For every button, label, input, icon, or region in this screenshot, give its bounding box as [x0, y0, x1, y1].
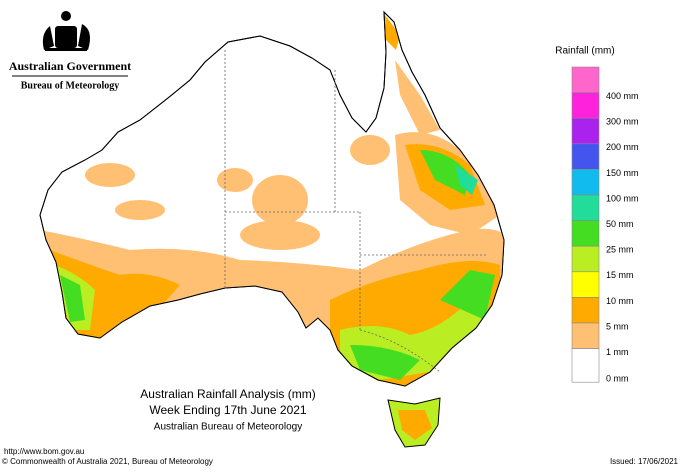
legend-swatch: [571, 194, 600, 221]
legend-label: 25 mm: [606, 245, 634, 255]
legend-label: 0 mm: [606, 374, 629, 384]
legend-label: 100 mm: [606, 193, 639, 203]
footer-url[interactable]: http://www.bom.gov.au: [4, 447, 84, 456]
tasmania-rain: [398, 410, 432, 440]
legend-label: 50 mm: [606, 219, 634, 229]
legend-label: 5 mm: [606, 321, 629, 331]
legend-swatch: [571, 271, 600, 298]
caption-title: Australian Rainfall Analysis (mm): [140, 387, 315, 401]
coat-of-arms: [42, 11, 90, 51]
legend-label: 10 mm: [606, 296, 634, 306]
legend: 400 mm 300 mm 200 mm 150 mm 100 mm 50 mm 25 mm…: [571, 66, 639, 384]
legend-title: Rainfall (mm): [555, 46, 614, 57]
legend-label: 15 mm: [606, 270, 634, 280]
caption-period: Week Ending 17th June 2021: [149, 403, 307, 417]
bureau: Bureau of Meteorology: [21, 80, 120, 91]
legend-swatch: [571, 169, 600, 196]
legend-swatch: [571, 297, 600, 324]
legend-label: 200 mm: [606, 142, 639, 152]
legend-swatch: [571, 348, 600, 383]
legend-label: 1 mm: [606, 347, 629, 357]
legend-swatch: [571, 220, 600, 247]
caption-source: Australian Bureau of Meteorology: [154, 422, 302, 433]
legend-swatch: [571, 66, 600, 93]
legend-label: 300 mm: [606, 117, 639, 127]
legend-swatch: [571, 245, 600, 273]
footer-copyright: © Commonwealth of Australia 2021, Bureau…: [2, 457, 213, 466]
legend-label: 400 mm: [606, 91, 639, 101]
legend-swatch: [571, 322, 600, 349]
legend-swatch: [571, 117, 600, 145]
legend-label: 150 mm: [606, 168, 639, 178]
legend-swatch: [571, 143, 600, 170]
footer-issued: Issued: 17/06/2021: [610, 457, 679, 466]
state-borders: [224, 50, 488, 373]
agency: Australian Government: [9, 59, 131, 73]
legend-swatch: [571, 92, 600, 119]
